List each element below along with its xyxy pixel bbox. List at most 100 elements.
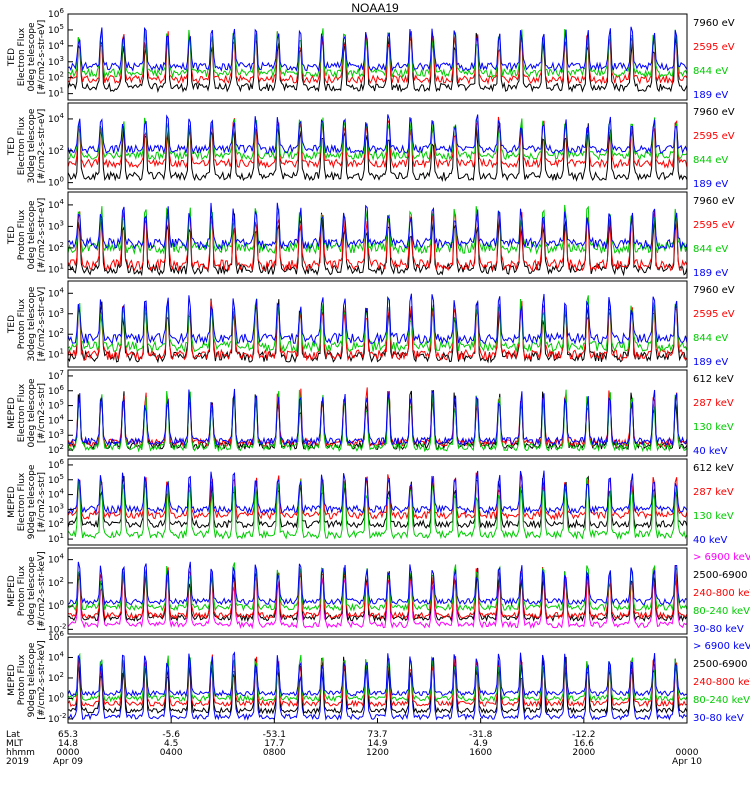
y-axis-label-6-1: MEPED bbox=[7, 486, 17, 518]
series-line-7-4 bbox=[67, 562, 688, 612]
series-line-3-1 bbox=[67, 212, 688, 277]
series-line-6-1 bbox=[67, 475, 688, 530]
y-axis-label-5-3: 0deg telescope bbox=[27, 378, 37, 448]
panel-frame-6 bbox=[67, 458, 688, 546]
y-axis-label-7-2: Proton Flux bbox=[17, 565, 27, 616]
y-axis-label-1-2: Electron Flux bbox=[17, 27, 27, 86]
y-axis-label-4-1: TED bbox=[7, 315, 17, 334]
y-tick-label-3-2: 102 bbox=[48, 241, 64, 254]
y-tick-label-5-1: 102 bbox=[48, 443, 64, 456]
series-line-4-3 bbox=[67, 295, 688, 353]
panel-frame-4 bbox=[67, 280, 688, 368]
y-tick-label-8-2: 100 bbox=[48, 691, 64, 704]
y-axis-label-6-3: 90deg telescope bbox=[27, 464, 37, 539]
y-axis-label-8-4: [#/cm2-s-str-keV] bbox=[37, 640, 47, 719]
series-line-2-1 bbox=[67, 122, 688, 183]
y-axis-label-2-4: [#/cm2-s-str-eV] bbox=[37, 109, 47, 184]
x-tick-label-2-hhmm: 0400 bbox=[160, 748, 183, 758]
y-tick-label-2-3: 104 bbox=[48, 112, 64, 125]
legend-entry-8-2: 2500-6900 keV bbox=[693, 659, 750, 670]
legend-entry-7-4: 80-240 keV bbox=[693, 606, 750, 617]
legend-entry-6-3: 130 keV bbox=[693, 511, 734, 522]
series-line-6-4 bbox=[67, 470, 688, 515]
y-axis-label-1-1: TED bbox=[7, 48, 17, 67]
y-axis-label-6-4: [#/cm2-s-str] bbox=[37, 472, 47, 532]
y-axis-label-1-3: 0deg telescope bbox=[27, 22, 37, 92]
legend-entry-7-5: 30-80 keV bbox=[693, 624, 744, 635]
y-axis-label-8-2: Proton Flux bbox=[17, 654, 27, 705]
y-tick-label-7-3: 102 bbox=[48, 576, 64, 589]
panel-frame-1 bbox=[67, 13, 688, 101]
x-tick-label-2-lat: -5.6 bbox=[162, 730, 180, 740]
series-line-2-3 bbox=[67, 117, 688, 162]
legend-entry-8-4: 80-240 keV bbox=[693, 695, 750, 706]
series-line-1-1 bbox=[67, 32, 688, 94]
x-tick-label-7-date: Apr 10 bbox=[672, 757, 702, 767]
y-axis-label-2-1: TED bbox=[7, 137, 17, 156]
x-tick-label-6-lat: -12.2 bbox=[572, 730, 595, 740]
legend-entry-2-3: 844 eV bbox=[693, 155, 728, 166]
x-row-label-1: Lat bbox=[6, 730, 21, 740]
series-line-1-2 bbox=[67, 31, 688, 85]
series-line-5-2 bbox=[67, 387, 688, 449]
legend-entry-5-2: 287 keV bbox=[693, 398, 734, 409]
y-axis-label-7-3: 0deg telescope bbox=[27, 556, 37, 626]
y-tick-label-2-1: 100 bbox=[48, 176, 64, 189]
y-tick-label-4-1: 101 bbox=[48, 348, 64, 361]
x-row-label-3: hhmm bbox=[6, 748, 35, 758]
y-axis-label-4-2: Proton Flux bbox=[17, 298, 27, 349]
legend-entry-6-4: 40 keV bbox=[693, 535, 727, 546]
legend-entry-7-2: 2500-6900 keV bbox=[693, 570, 750, 581]
y-tick-label-1-4: 104 bbox=[48, 39, 64, 52]
y-tick-label-2-2: 102 bbox=[48, 144, 64, 157]
x-tick-label-3-mlt: 17.7 bbox=[264, 739, 284, 749]
series-line-6-3 bbox=[67, 477, 688, 540]
y-tick-label-1-3: 103 bbox=[48, 55, 64, 68]
legend-entry-3-3: 844 eV bbox=[693, 244, 728, 255]
legend-entry-5-1: 612 keV bbox=[693, 374, 734, 385]
series-line-8-5 bbox=[67, 651, 688, 698]
legend-entry-8-5: 30-80 keV bbox=[693, 713, 744, 724]
legend-entry-7-1: > 6900 keV bbox=[693, 552, 750, 563]
series-line-2-4 bbox=[67, 114, 688, 155]
x-row-label-2: MLT bbox=[6, 739, 24, 749]
y-tick-label-6-2: 102 bbox=[48, 517, 64, 530]
y-tick-label-1-2: 102 bbox=[48, 71, 64, 84]
y-tick-label-6-3: 103 bbox=[48, 502, 64, 515]
chart-title: NOAA19 bbox=[351, 1, 399, 15]
y-tick-label-5-6: 107 bbox=[48, 369, 64, 382]
series-line-7-2 bbox=[67, 567, 688, 623]
y-axis-label-8-3: 90deg telescope bbox=[27, 642, 37, 717]
y-tick-label-4-4: 104 bbox=[48, 286, 64, 299]
legend-entry-4-1: 7960 eV bbox=[693, 285, 735, 296]
y-tick-label-6-1: 101 bbox=[48, 532, 64, 545]
x-tick-label-5-mlt: 4.9 bbox=[474, 739, 489, 749]
series-line-2-2 bbox=[67, 116, 688, 170]
legend-entry-2-1: 7960 eV bbox=[693, 107, 735, 118]
y-axis-label-2-2: Electron Flux bbox=[17, 116, 27, 175]
y-axis-label-3-4: [#/cm2-s-str-eV] bbox=[37, 198, 47, 273]
y-tick-label-3-4: 104 bbox=[48, 198, 64, 211]
legend-entry-4-3: 844 eV bbox=[693, 333, 728, 344]
y-tick-label-5-4: 105 bbox=[48, 399, 64, 412]
legend-entry-5-4: 40 keV bbox=[693, 446, 727, 457]
series-line-7-3 bbox=[67, 565, 688, 621]
y-axis-label-1-4: [#/cm2-s-str-eV] bbox=[37, 20, 47, 95]
y-axis-label-6-2: Electron Flux bbox=[17, 472, 27, 531]
y-axis-label-7-4: [#/cm2-s-str-keV] bbox=[37, 551, 47, 630]
series-line-3-4 bbox=[67, 202, 688, 251]
series-line-6-2 bbox=[67, 472, 688, 521]
x-tick-label-3-hhmm: 0800 bbox=[263, 748, 286, 758]
y-tick-label-7-4: 104 bbox=[48, 553, 64, 566]
legend-entry-1-2: 2595 eV bbox=[693, 42, 735, 53]
y-tick-label-1-1: 101 bbox=[48, 87, 64, 100]
x-row-label-4: 2019 bbox=[6, 757, 29, 767]
y-axis-label-8-1: MEPED bbox=[7, 664, 17, 696]
y-axis-label-7-1: MEPED bbox=[7, 575, 17, 607]
y-axis-label-4-4: [#/cm2-s-str-eV] bbox=[37, 287, 47, 362]
y-tick-label-3-1: 101 bbox=[48, 262, 64, 275]
y-axis-label-5-4: [#/cm2-s-str] bbox=[37, 383, 47, 443]
y-tick-label-3-3: 103 bbox=[48, 219, 64, 232]
series-line-8-3 bbox=[67, 654, 688, 708]
series-line-5-3 bbox=[67, 389, 688, 453]
